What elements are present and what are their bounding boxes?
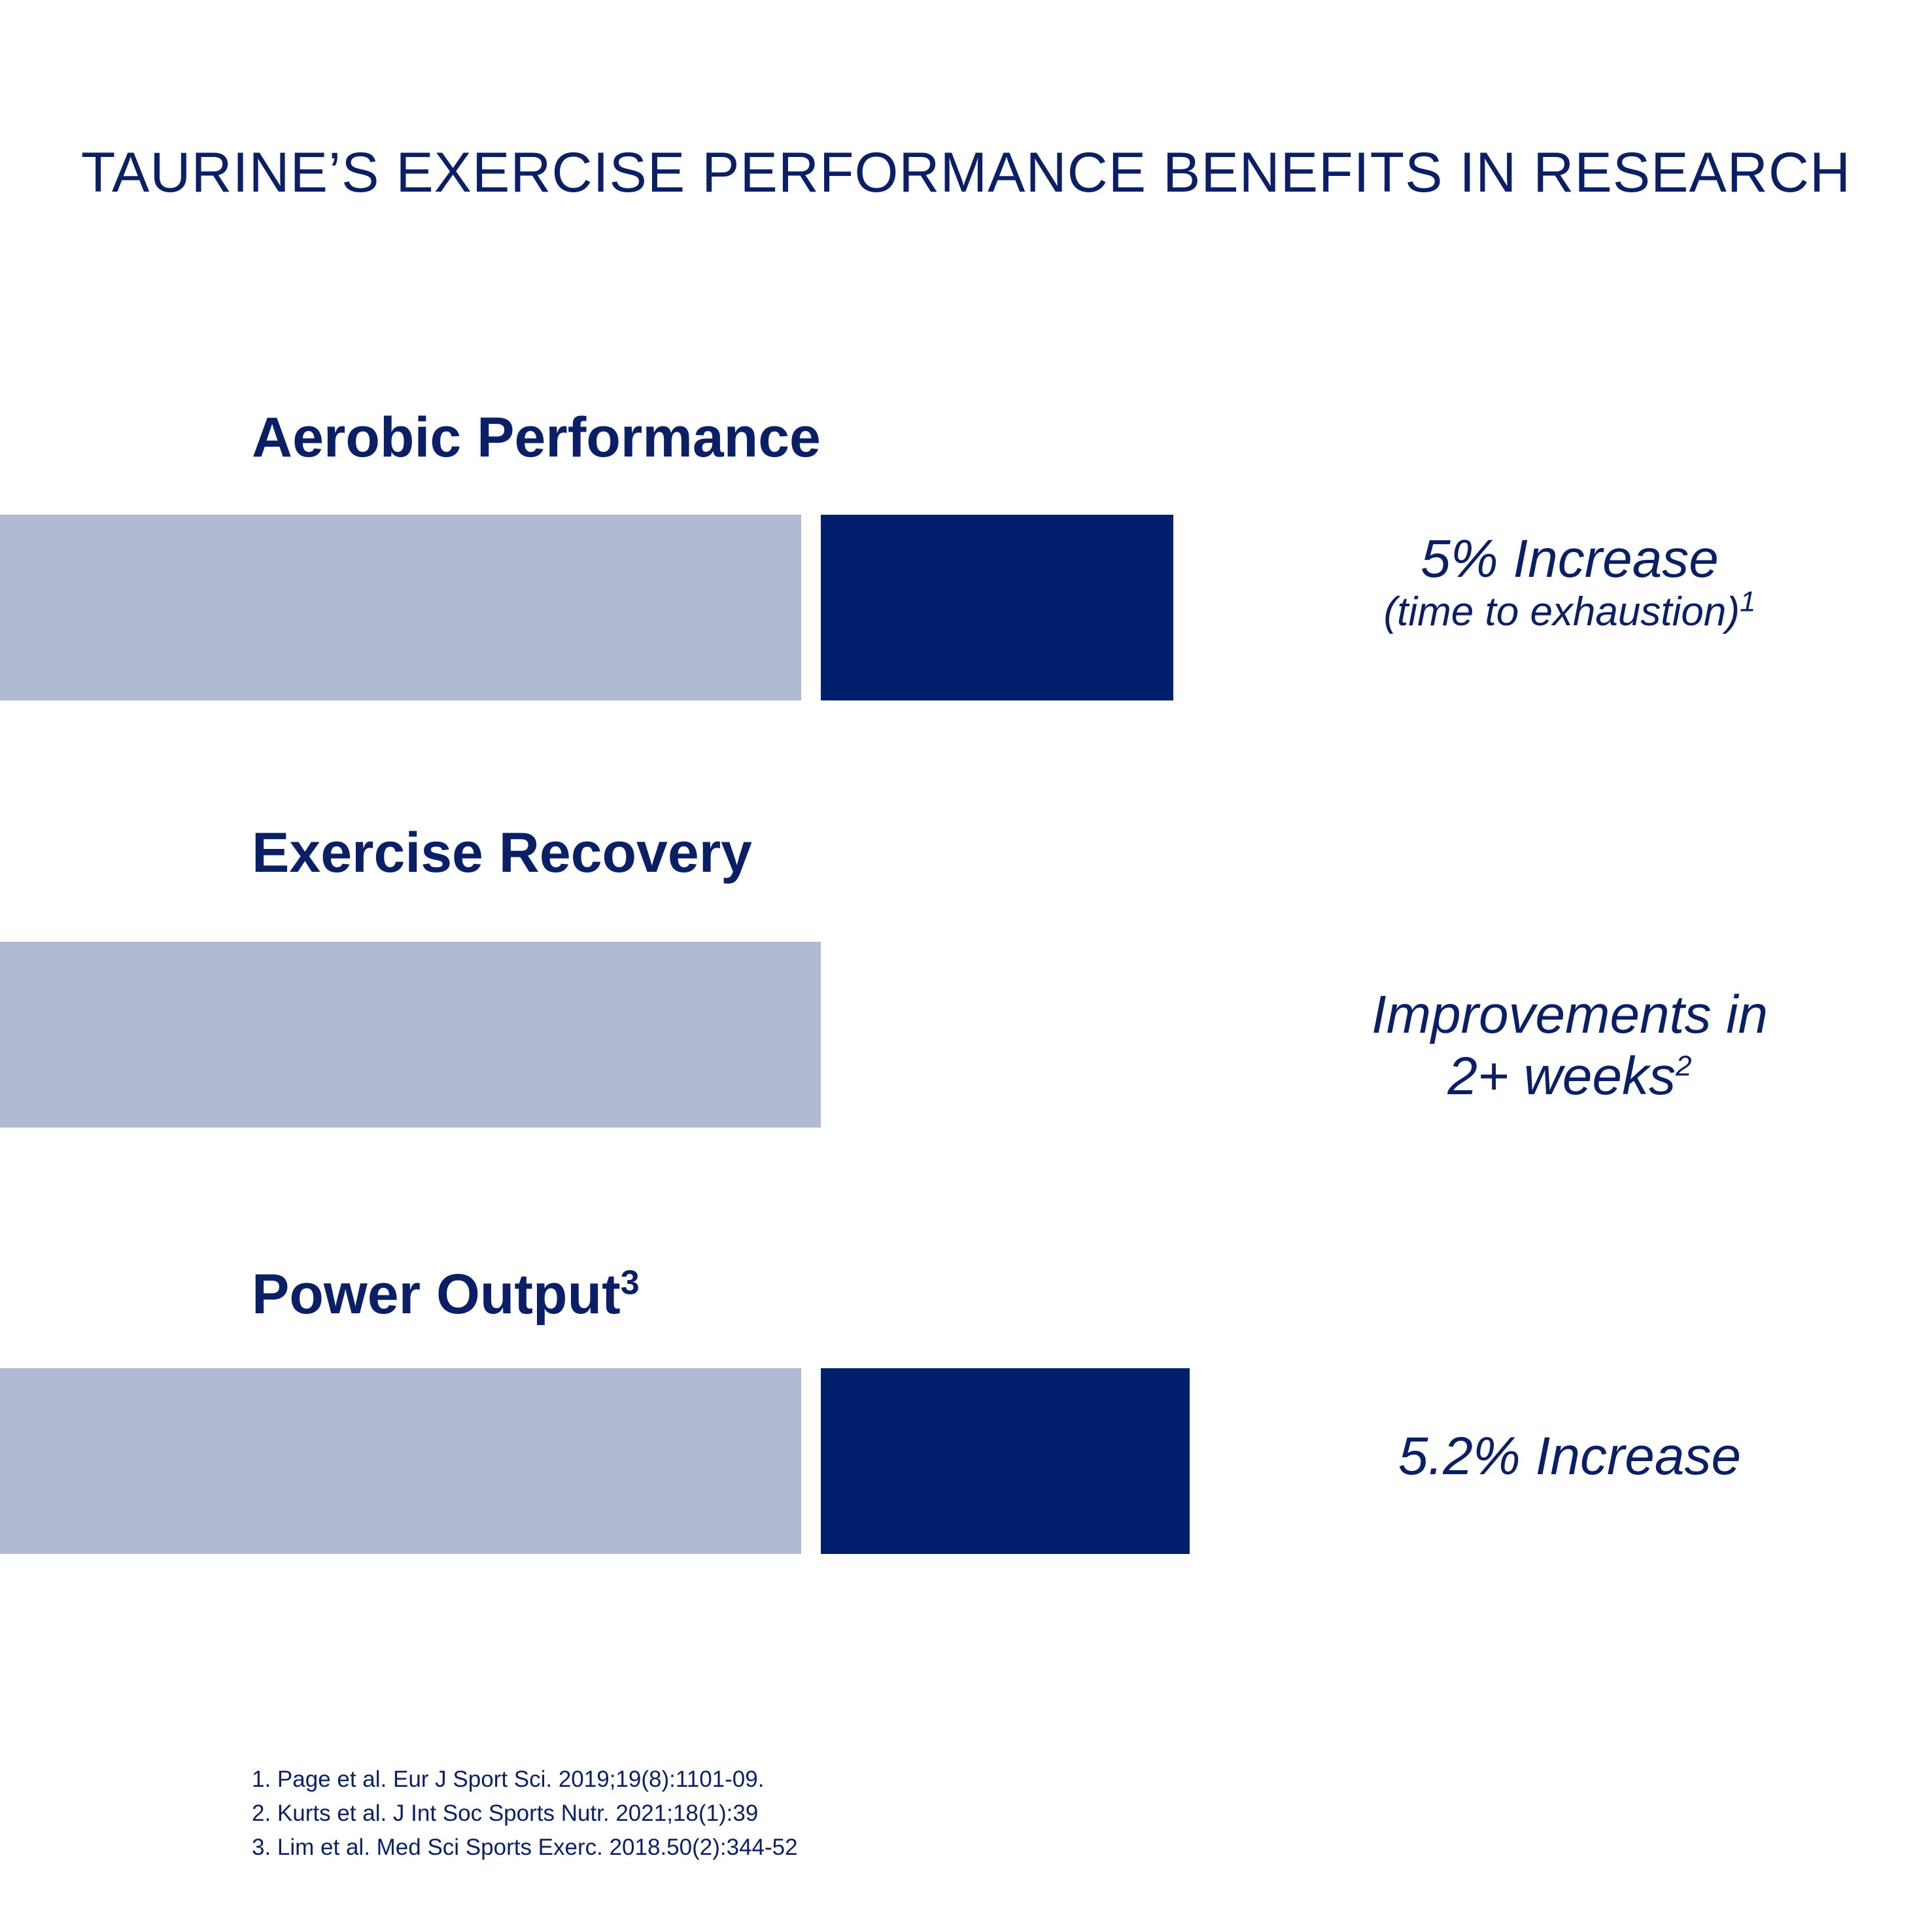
references: 1. Page et al. Eur J Sport Sci. 2019;19(… xyxy=(252,1763,798,1865)
bar-recovery-baseline xyxy=(0,942,821,1128)
annotation-recovery-line2-wrap: 2+ weeks2 xyxy=(1302,1046,1838,1107)
annotation-power-main: 5.2% Increase xyxy=(1398,1426,1742,1486)
annotation-recovery-ref: 2 xyxy=(1676,1050,1692,1082)
annotation-aerobic-ref: 1 xyxy=(1739,585,1756,618)
reference-2: 2. Kurts et al. J Int Soc Sports Nutr. 2… xyxy=(252,1801,759,1826)
bar-aerobic-baseline xyxy=(0,515,801,700)
annotation-aerobic-sub-text: (time to exhaustion) xyxy=(1383,589,1740,635)
annotation-aerobic-sub: (time to exhaustion)1 xyxy=(1302,587,1838,635)
reference-1: 1. Page et al. Eur J Sport Sci. 2019;19(… xyxy=(252,1767,765,1792)
category-label-aerobic-text: Aerobic Performance xyxy=(252,406,821,469)
bar-aerobic-gain xyxy=(821,515,1173,700)
annotation-recovery-line1: Improvements in xyxy=(1371,985,1768,1044)
bar-power-baseline xyxy=(0,1368,801,1554)
category-label-aerobic: Aerobic Performance xyxy=(252,405,821,470)
annotation-recovery-line2: 2+ weeks xyxy=(1447,1046,1676,1107)
annotation-aerobic: 5% Increase (time to exhaustion)1 xyxy=(1302,528,1838,634)
chart-title: TAURINE’S EXERCISE PERFORMANCE BENEFITS … xyxy=(80,141,1852,204)
category-label-power: Power Output3 xyxy=(252,1262,640,1327)
annotation-aerobic-main: 5% Increase xyxy=(1421,529,1719,589)
annotation-recovery: Improvements in 2+ weeks2 xyxy=(1302,984,1838,1108)
bar-power-gain xyxy=(821,1368,1190,1554)
category-label-power-text: Power Output xyxy=(252,1263,621,1326)
category-label-power-ref: 3 xyxy=(620,1264,640,1302)
reference-3: 3. Lim et al. Med Sci Sports Exerc. 2018… xyxy=(252,1835,798,1860)
annotation-power: 5.2% Increase xyxy=(1302,1426,1838,1487)
category-label-recovery: Exercise Recovery xyxy=(252,821,752,886)
category-label-recovery-text: Exercise Recovery xyxy=(252,821,753,884)
